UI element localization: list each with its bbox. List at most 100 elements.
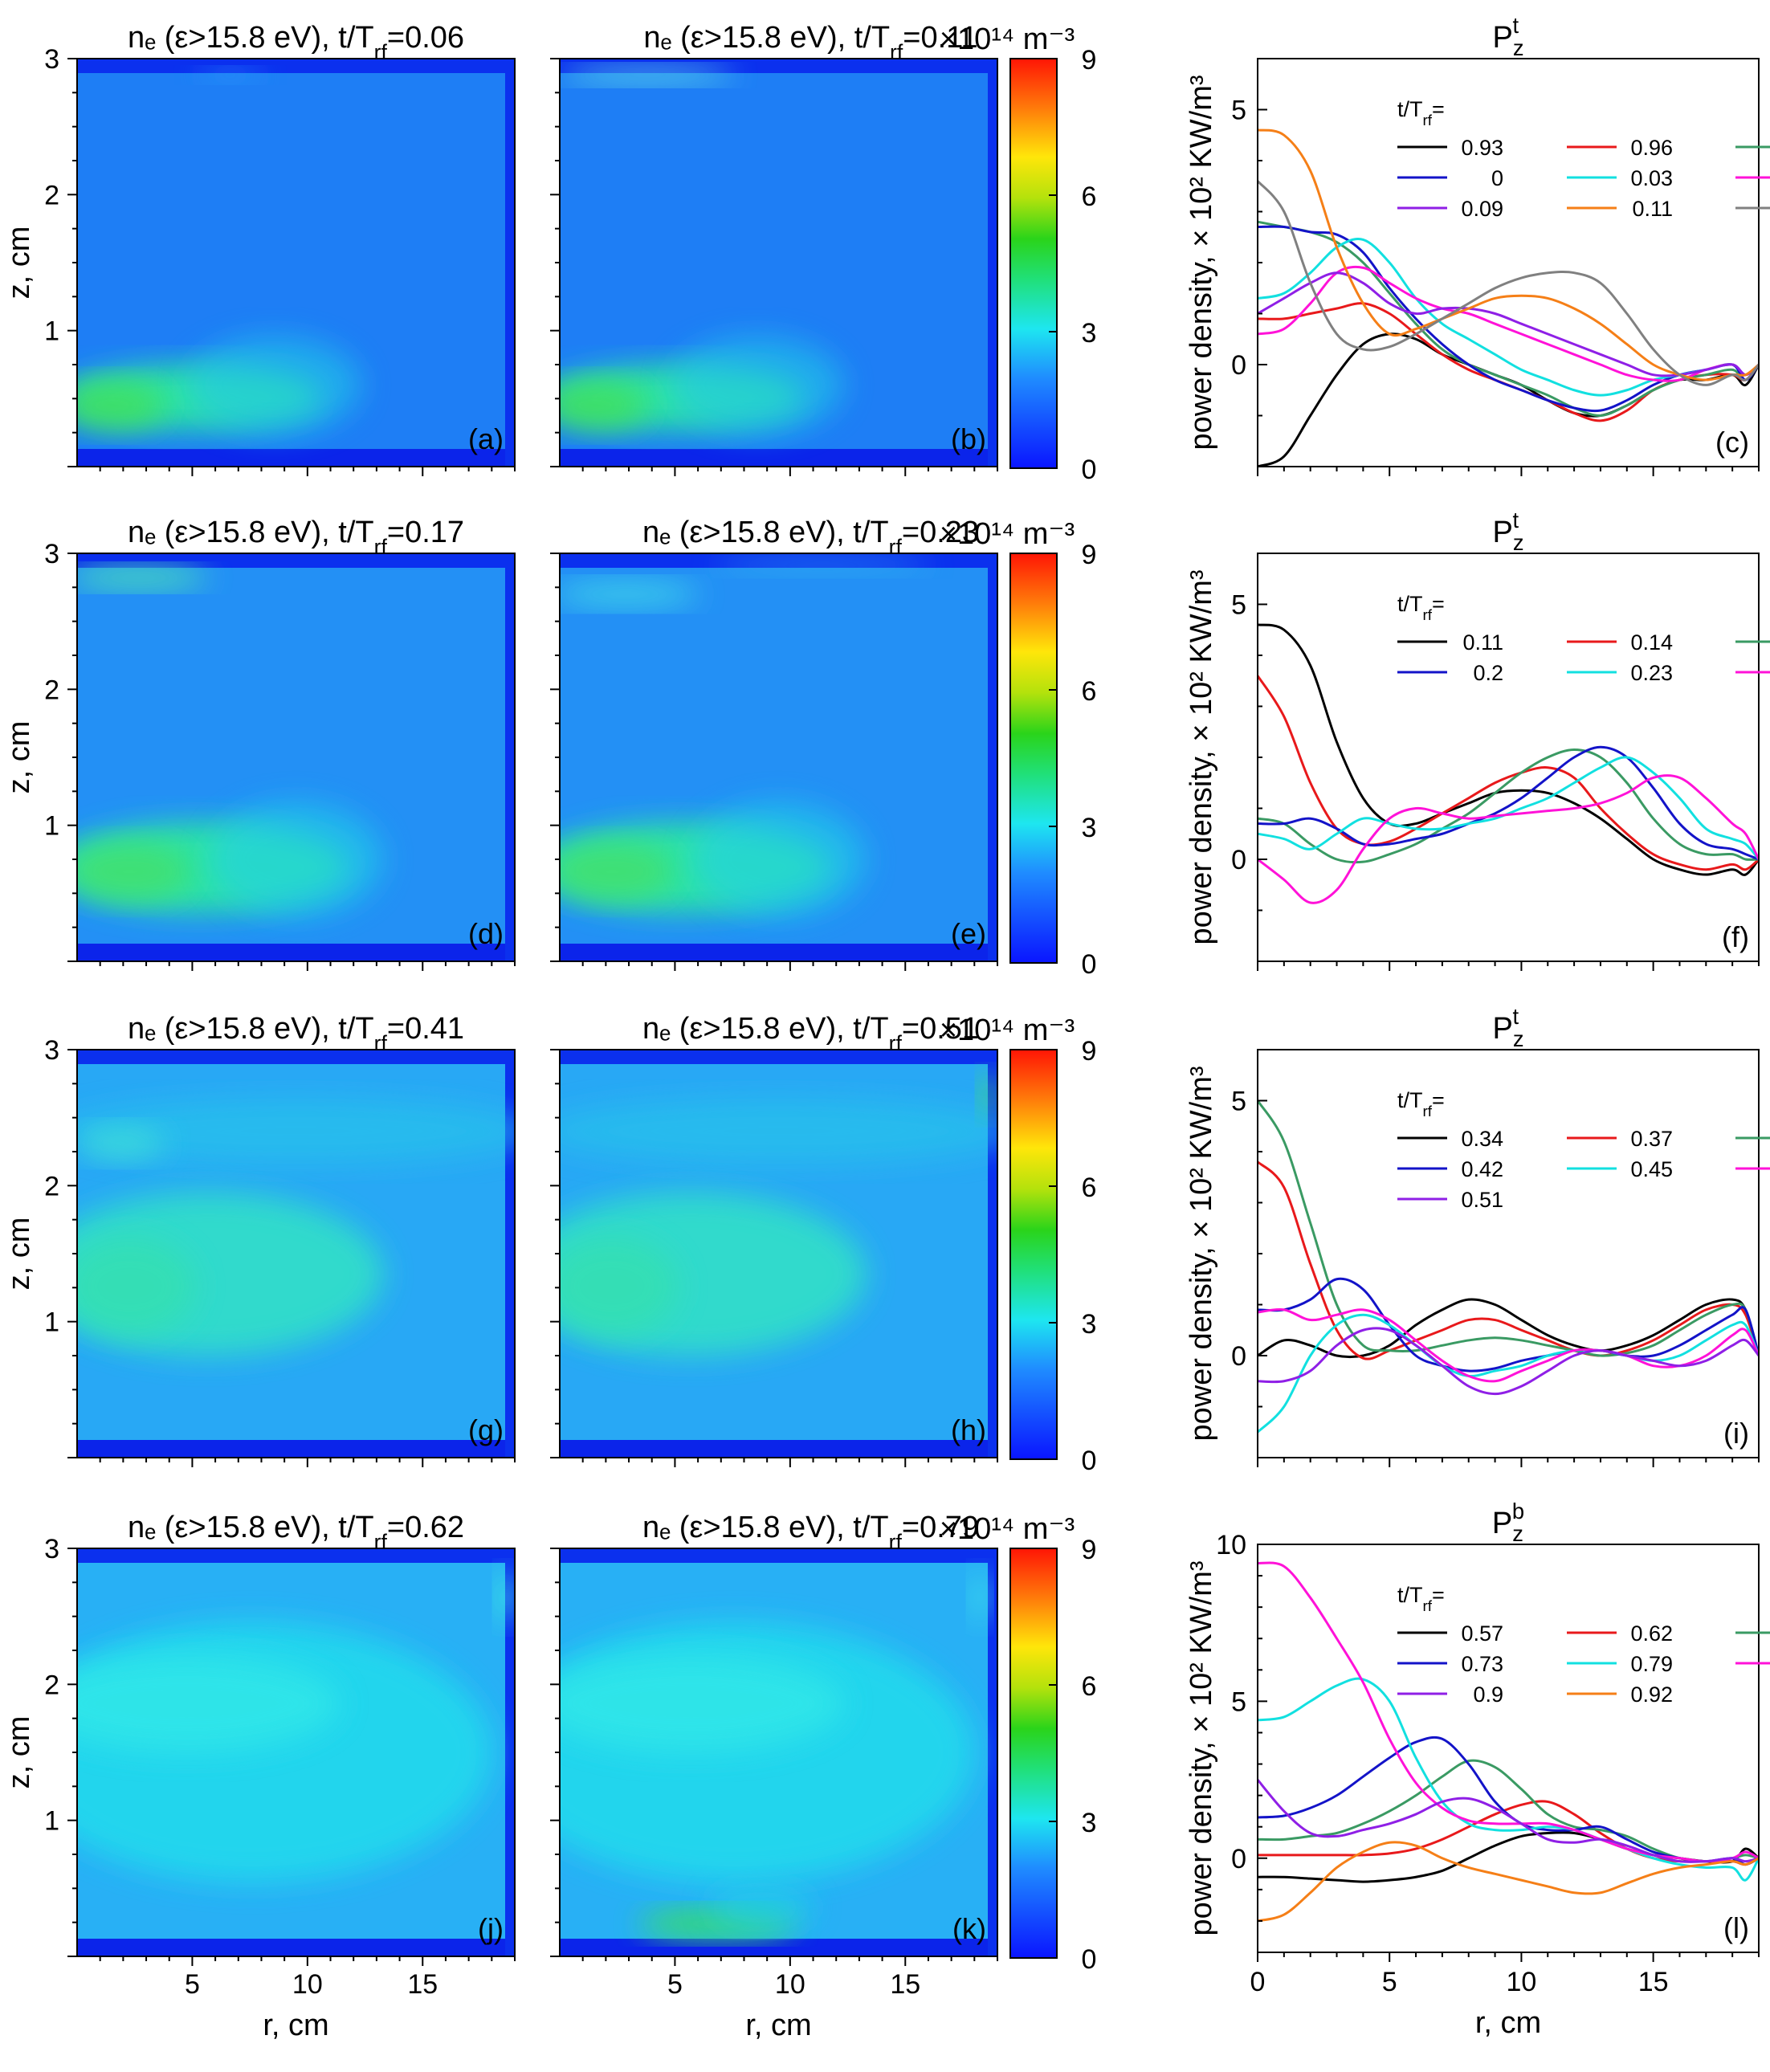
panel-label: (c) — [1715, 426, 1749, 459]
density-region — [186, 336, 362, 434]
density-region — [669, 336, 845, 434]
density-region — [560, 581, 700, 607]
y-tick-label: 1 — [44, 316, 59, 347]
density-region — [560, 381, 647, 430]
colorbar-tick-label: 3 — [1082, 1808, 1097, 1838]
density-region — [708, 1886, 814, 1928]
y-axis-label: power density, × 10² KW/m³ — [1185, 1560, 1218, 1935]
legend-label: 0.42 — [1461, 1157, 1503, 1181]
colorbar-tick-label: 0 — [1082, 455, 1097, 485]
series-line-0.42 — [1258, 1277, 1759, 1372]
series-line-0.11 — [1258, 623, 1759, 876]
y-tick-label: 2 — [44, 675, 59, 705]
y-tick-label: 5 — [1231, 1087, 1246, 1117]
map-image — [77, 59, 515, 467]
legend-title: t/Trf= — [1397, 97, 1445, 129]
series-line-0.9 — [1258, 1779, 1759, 1863]
legend-label: 0.62 — [1630, 1621, 1673, 1646]
series-line-0.34 — [1258, 1298, 1759, 1359]
colorbar: 0 3 6 9×10¹⁴ m⁻³ — [940, 517, 1097, 980]
panel-label: (b) — [951, 422, 986, 455]
map-panel-j: nₑ (ε>15.8 eV), t/Trf=0.62 (j) 1 2 3 z, cm 5 10… — [2, 1511, 516, 2042]
y-axis-label: power density, × 10² KW/m³ — [1185, 569, 1218, 944]
colorbar-tick-label: 3 — [1082, 1309, 1097, 1340]
x-tick-label: 5 — [1382, 1967, 1397, 1997]
legend-title: t/Trf= — [1397, 1088, 1445, 1120]
legend-label: 0.57 — [1461, 1621, 1503, 1646]
map-top-edge — [560, 1050, 997, 1064]
y-tick-label: 10 — [1216, 1530, 1246, 1560]
map-title: nₑ (ε>15.8 eV), t/Trf=0.11 — [643, 21, 977, 64]
map-right-edge — [988, 553, 997, 961]
map-bottom-edge — [77, 1440, 515, 1458]
plot-title: Pzt — [1492, 1004, 1523, 1051]
panel-label: (d) — [468, 917, 504, 950]
colorbar-tick-label: 9 — [1082, 1036, 1097, 1067]
colorbar-tick-label: 9 — [1082, 540, 1097, 570]
series-line-0.37 — [1258, 1160, 1759, 1360]
series-line-0.09 — [1258, 271, 1759, 377]
legend-title: t/Trf= — [1397, 1583, 1445, 1615]
legend-label: 0.93 — [1461, 136, 1503, 160]
colorbar-tick-label: 6 — [1082, 676, 1097, 707]
colorbar-tick-label: 3 — [1082, 318, 1097, 349]
legend-label: 0.92 — [1630, 1682, 1673, 1707]
plot-title: Pzb — [1492, 1499, 1524, 1546]
y-axis-label: power density, × 10² KW/m³ — [1185, 1066, 1218, 1441]
legend-label: 0.73 — [1461, 1652, 1503, 1676]
y-tick-label: 3 — [44, 44, 59, 75]
y-tick-label: 3 — [44, 1035, 59, 1066]
map-panel-h: nₑ (ε>15.8 eV), t/Trf=0.51 (h) — [550, 1012, 998, 1467]
density-region — [77, 381, 165, 430]
plot-frame — [1257, 1544, 1760, 1953]
map-right-edge — [988, 1548, 997, 1956]
colorbar: 0 3 6 9×10¹⁴ m⁻³ — [940, 1512, 1097, 1975]
map-title: nₑ (ε>15.8 eV), t/Trf=0.79 — [642, 1511, 979, 1554]
density-region — [77, 1654, 340, 1752]
x-tick-label: 5 — [667, 1969, 683, 2000]
density-region — [560, 842, 674, 900]
map-right-edge — [505, 1548, 515, 1956]
y-tick-label: 3 — [44, 539, 59, 569]
map-top-edge — [560, 1548, 997, 1563]
map-right-edge — [988, 1050, 997, 1458]
map-bottom-edge — [560, 449, 997, 467]
y-tick-label: 3 — [44, 1534, 59, 1564]
map-title: nₑ (ε>15.8 eV), t/Trf=0.06 — [128, 21, 464, 64]
y-tick-label: 0 — [1231, 845, 1246, 875]
series-line-0.25 — [1258, 774, 1759, 904]
map-title: nₑ (ε>15.8 eV), t/Trf=0.62 — [128, 1511, 464, 1554]
y-tick-label: 2 — [44, 180, 59, 210]
density-region — [77, 1237, 196, 1336]
map-top-edge — [77, 1548, 515, 1563]
density-region — [560, 1237, 679, 1336]
map-bottom-edge — [560, 1440, 997, 1458]
density-region — [77, 842, 191, 900]
x-tick-label: 15 — [407, 1969, 438, 2000]
colorbar-tick-label: 3 — [1082, 813, 1097, 843]
map-title: nₑ (ε>15.8 eV), t/Trf=0.51 — [642, 1012, 979, 1055]
panel-label: (h) — [951, 1413, 986, 1446]
legend-label: 0 — [1491, 166, 1503, 190]
density-region — [691, 801, 867, 917]
line-panel-c: 0 5 power density, × 10² KW/m³ Pzt (c) t/Trf=… — [1185, 13, 1770, 476]
map-bottom-edge — [560, 1939, 997, 1956]
series-line-0.11 — [1258, 128, 1759, 381]
x-axis-label: r, cm — [263, 2009, 328, 2042]
panel-label: (l) — [1723, 1911, 1749, 1944]
legend-label: 0.37 — [1630, 1127, 1673, 1151]
colorbar-tick-label: 6 — [1082, 1671, 1097, 1702]
density-region — [980, 1074, 997, 1116]
legend-label: 0.03 — [1630, 166, 1673, 190]
series-line-0.45 — [1258, 1313, 1759, 1434]
legend-title: t/Trf= — [1397, 592, 1445, 624]
x-tick-label: 15 — [890, 1969, 920, 2000]
density-region — [971, 1572, 989, 1622]
legend-label: 0.2 — [1473, 661, 1503, 685]
density-region — [560, 1098, 997, 1164]
colorbar-tick-label: 6 — [1082, 182, 1097, 212]
colorbar-gradient — [1009, 553, 1058, 964]
colorbar-unit: ×10¹⁴ m⁻³ — [940, 22, 1075, 56]
density-region — [77, 1098, 515, 1164]
